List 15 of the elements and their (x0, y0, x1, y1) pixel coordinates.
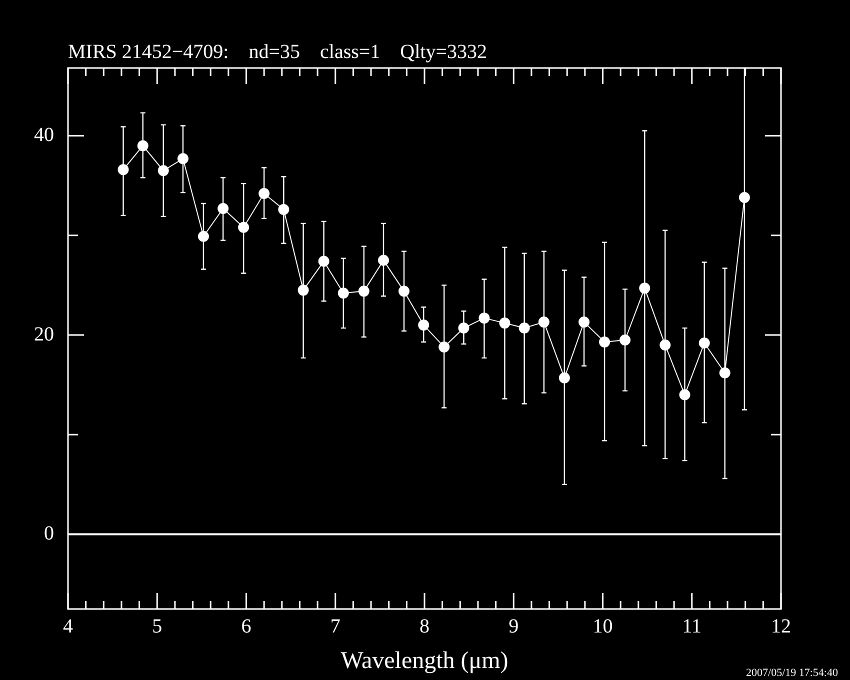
x-tick-label: 4 (63, 615, 73, 638)
x-tick-label: 5 (152, 615, 162, 638)
chart-title: MIRS 21452−4709: nd=35 class=1 Qlty=3332 (68, 41, 488, 63)
x-tick-label: 9 (508, 615, 519, 638)
y-tick-label: 20 (34, 323, 54, 346)
x-tick-label: 10 (592, 615, 613, 638)
y-tick-label: 0 (44, 522, 54, 545)
x-tick-label: 11 (682, 615, 702, 638)
x-tick-label: 12 (771, 615, 791, 638)
text: 2007/05/19 17:54:40 (746, 667, 838, 679)
x-axis-title: Wavelength (μm) (340, 648, 508, 674)
x-tick-label: 7 (330, 615, 340, 638)
x-tick-label: 8 (420, 615, 430, 638)
x-tick-label: 6 (241, 615, 252, 638)
y-tick-label: 40 (34, 124, 54, 146)
